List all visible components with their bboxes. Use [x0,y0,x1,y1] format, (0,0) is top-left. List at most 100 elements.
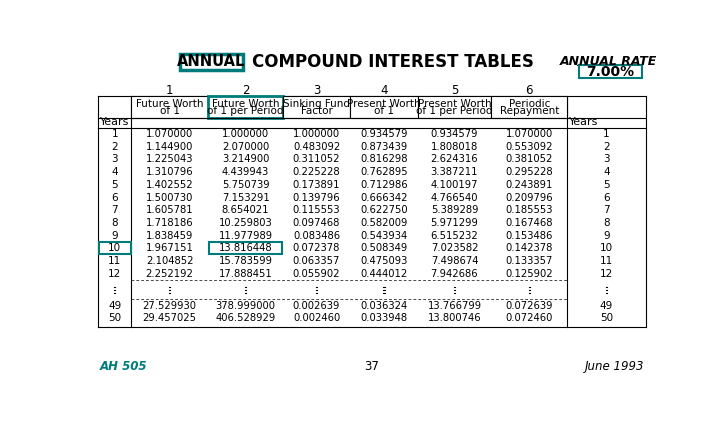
Text: 0.072639: 0.072639 [505,301,553,311]
Text: 8: 8 [112,218,118,228]
Text: 4: 4 [603,167,610,177]
Text: 1.000000: 1.000000 [293,129,340,139]
Text: Years: Years [569,117,598,127]
Text: 4.100197: 4.100197 [431,180,478,190]
Text: 50: 50 [600,314,613,323]
Text: 7.942686: 7.942686 [431,269,478,279]
Text: Factor: Factor [301,106,333,116]
Text: COMPOUND INTEREST TABLES: COMPOUND INTEREST TABLES [252,53,534,71]
Text: 1.144900: 1.144900 [146,142,194,152]
Text: 0.381052: 0.381052 [505,154,553,164]
Text: 17.888451: 17.888451 [219,269,273,279]
Text: 13.766799: 13.766799 [428,301,481,311]
Text: 5: 5 [603,180,610,190]
Bar [99,242,130,254]
Text: 0.125902: 0.125902 [505,269,553,279]
Text: 1.000000: 1.000000 [222,129,269,139]
Text: 0.816298: 0.816298 [360,154,407,164]
Text: 12: 12 [600,269,613,279]
Text: 0.173891: 0.173891 [293,180,340,190]
Text: 0.475093: 0.475093 [360,256,407,266]
Text: 0.225228: 0.225228 [293,167,340,177]
Text: 5: 5 [451,84,458,97]
Text: 7.00%: 7.00% [587,64,634,79]
Text: 11.977989: 11.977989 [218,231,273,241]
Text: 15.783599: 15.783599 [219,256,273,266]
Text: 0.934579: 0.934579 [431,129,478,139]
Text: 1.402552: 1.402552 [146,180,194,190]
Text: 0.002639: 0.002639 [293,301,340,311]
Text: 0.036324: 0.036324 [360,301,407,311]
Text: 11: 11 [600,256,613,266]
Text: 378.999000: 378.999000 [215,301,276,311]
Text: 2.624316: 2.624316 [431,154,478,164]
Text: 3.214900: 3.214900 [222,154,269,164]
Text: 1.225043: 1.225043 [146,154,194,164]
Text: 0.002460: 0.002460 [293,314,340,323]
Text: 0.072378: 0.072378 [293,243,340,254]
Text: 10: 10 [108,243,121,254]
Text: 10.259803: 10.259803 [219,218,273,228]
Text: June 1993: June 1993 [584,360,644,372]
Text: 1: 1 [603,129,610,139]
Text: 0.622750: 0.622750 [360,205,407,215]
Text: 4: 4 [112,167,118,177]
Text: 0.666342: 0.666342 [360,193,407,202]
Text: 0.582009: 0.582009 [360,218,407,228]
Text: 1.718186: 1.718186 [146,218,194,228]
Text: 3: 3 [313,84,320,97]
Text: of 1: of 1 [374,106,394,116]
Text: 0.083486: 0.083486 [293,231,340,241]
Text: 0.185553: 0.185553 [505,205,553,215]
Text: 1.500730: 1.500730 [146,193,194,202]
Text: 0.139796: 0.139796 [293,193,340,202]
Text: 1.070000: 1.070000 [146,129,194,139]
Text: 49: 49 [600,301,613,311]
Text: 2: 2 [603,142,610,152]
Text: of 1 per Period: of 1 per Period [207,106,284,116]
Text: 0.133357: 0.133357 [505,256,553,266]
Text: of 1: of 1 [160,106,180,116]
Text: 8: 8 [603,218,610,228]
Text: 10: 10 [600,243,613,254]
Text: 0.762895: 0.762895 [360,167,407,177]
Text: 2: 2 [112,142,118,152]
Text: 0.311052: 0.311052 [293,154,340,164]
Bar [131,96,208,118]
Text: 2.070000: 2.070000 [222,142,269,152]
Text: 0.153486: 0.153486 [505,231,553,241]
Text: 9: 9 [603,231,610,241]
Text: 13.816448: 13.816448 [219,243,273,254]
Text: 1.808018: 1.808018 [431,142,478,152]
Text: 0.243891: 0.243891 [505,180,553,190]
Text: 13.800746: 13.800746 [428,314,481,323]
Text: 0.115553: 0.115553 [293,205,340,215]
Text: Present Worth: Present Worth [418,99,492,109]
Text: 1.838459: 1.838459 [146,231,194,241]
Text: 4.439943: 4.439943 [222,167,269,177]
Bar [208,96,283,118]
Text: 37: 37 [364,360,378,372]
Text: Present Worth: Present Worth [347,99,420,109]
Text: 1: 1 [166,84,173,97]
Text: 29.457025: 29.457025 [143,314,196,323]
Bar [579,65,642,79]
Text: 0.142378: 0.142378 [505,243,553,254]
Text: 3: 3 [112,154,118,164]
Text: 7.023582: 7.023582 [431,243,478,254]
Text: 0.873439: 0.873439 [360,142,407,152]
Text: 1.605781: 1.605781 [146,205,194,215]
Text: 0.712986: 0.712986 [360,180,407,190]
Text: 9: 9 [112,231,118,241]
Text: 7: 7 [112,205,118,215]
Text: 7.498674: 7.498674 [431,256,478,266]
Text: 49: 49 [108,301,121,311]
Text: Sinking Fund: Sinking Fund [283,99,350,109]
Text: 0.508349: 0.508349 [360,243,407,254]
Text: 5: 5 [112,180,118,190]
Text: 4: 4 [380,84,388,97]
Text: 11: 11 [108,256,121,266]
Text: AH 505: AH 505 [100,360,147,372]
Bar [180,54,244,70]
Text: Future Worth: Future Worth [136,99,204,109]
